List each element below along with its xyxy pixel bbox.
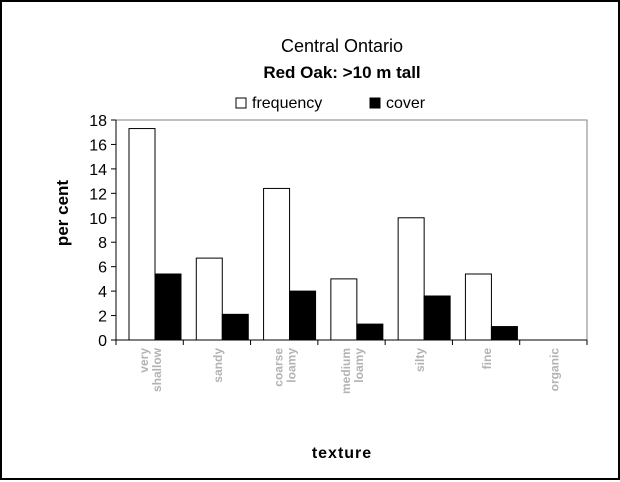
- y-tick-label: 4: [98, 284, 107, 301]
- y-tick-label: 18: [89, 113, 107, 130]
- x-axis-tick-labels: very shallow sandy coarse loamy medium loamy si…: [115, 340, 588, 394]
- bar-frequency: [195, 257, 223, 341]
- bar-frequency: [330, 278, 358, 341]
- bar-cover: [221, 313, 249, 341]
- bar-frequency: [397, 217, 425, 341]
- legend-swatch-cover: [369, 97, 381, 109]
- legend-label-frequency: frequency: [252, 95, 322, 112]
- bar-cover: [289, 290, 317, 341]
- x-tick-label: silty: [413, 348, 427, 372]
- legend-label-cover: cover: [386, 95, 426, 112]
- bar-cover: [356, 323, 384, 341]
- legend: frequency cover: [235, 95, 426, 112]
- bar-frequency: [464, 273, 492, 341]
- x-tick-label: fine: [480, 348, 494, 370]
- bar-cover: [490, 326, 518, 341]
- legend-swatch-frequency: [235, 97, 247, 109]
- x-tick-label: organic: [547, 348, 561, 392]
- x-tick-label: loamy: [285, 348, 299, 383]
- bar-cover: [423, 295, 451, 341]
- y-tick-label: 16: [89, 137, 107, 154]
- y-axis-title: per cent: [53, 180, 72, 246]
- y-axis-ticks: 0 2 4 6 8 10 12 14 16 18: [89, 113, 116, 350]
- y-tick-label: 0: [98, 333, 107, 350]
- bar-frequency: [128, 128, 156, 341]
- bars: [128, 128, 518, 341]
- chart-subtitle: Red Oak: >10 m tall: [263, 63, 420, 82]
- y-tick-label: 6: [98, 260, 107, 277]
- bar-frequency: [263, 187, 291, 341]
- x-axis-title: texture: [312, 445, 372, 462]
- x-tick-label: shallow: [150, 347, 164, 392]
- y-tick-label: 12: [89, 186, 107, 203]
- x-tick-label: loamy: [352, 348, 366, 383]
- x-tick-label: coarse: [272, 348, 286, 387]
- y-tick-label: 8: [98, 235, 107, 252]
- y-tick-label: 10: [89, 211, 107, 228]
- y-tick-label: 2: [98, 309, 107, 326]
- x-tick-label: very: [137, 348, 151, 373]
- x-tick-label: sandy: [211, 348, 225, 383]
- chart-title: Central Ontario: [281, 36, 403, 56]
- bar-cover: [154, 273, 182, 341]
- x-tick-label: medium: [339, 348, 353, 394]
- y-tick-label: 14: [89, 162, 107, 179]
